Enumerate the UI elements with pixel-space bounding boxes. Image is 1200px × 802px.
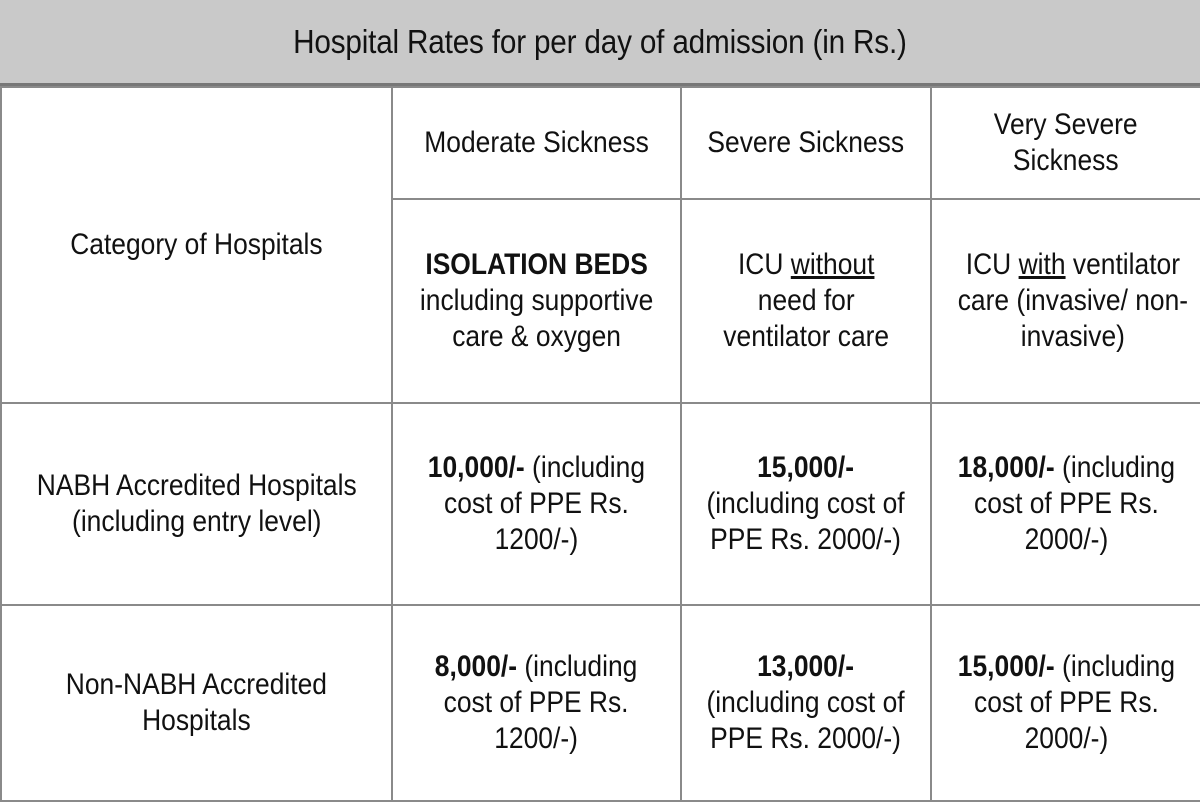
very-severe-care-cell: ICU with ventilator care (invasive/ non-… (930, 198, 1200, 404)
severe-rate-amount: 15,000/- (757, 451, 855, 484)
moderate-rate-amount: 8,000/- (435, 650, 518, 683)
moderate-rate-cell: 10,000/- (including cost of PPE Rs. 1200… (391, 402, 682, 606)
severe-care-line3: ventilator care (723, 320, 889, 353)
moderate-sickness-header: Moderate Sickness (424, 126, 649, 159)
vsevere-rate-note3: 2000/-) (1024, 722, 1108, 755)
vsevere-rate-note2: cost of PPE Rs. (973, 686, 1159, 719)
vsevere-care-with: with (1018, 248, 1066, 281)
vsevere-rate-note1: (including (1061, 451, 1175, 484)
moderate-care-cell: ISOLATION BEDS including supportive care… (391, 198, 682, 404)
severe-rate-note1: (including cost of (706, 487, 906, 520)
vsevere-rate-note3: 2000/-) (1024, 523, 1108, 556)
moderate-care-line3: care & oxygen (452, 320, 621, 353)
moderate-rate-amount: 10,000/- (427, 451, 525, 484)
very-severe-rate-cell: 18,000/- (including cost of PPE Rs. 2000… (930, 402, 1200, 606)
severe-rate-note2: PPE Rs. 2000/-) (710, 722, 902, 755)
very-severe-header-line2: Sickness (1013, 144, 1119, 177)
moderate-rate-note1: (including (524, 650, 638, 683)
severe-rate-cell: 13,000/- (including cost of PPE Rs. 2000… (680, 604, 932, 802)
vsevere-care-line3: invasive) (1020, 320, 1125, 353)
category-name-line2: (including entry level) (71, 505, 322, 538)
very-severe-header-line1: Very Severe (994, 108, 1138, 141)
very-severe-header-cell: Very Severe Sickness (930, 86, 1200, 200)
moderate-header-cell: Moderate Sickness (391, 86, 682, 200)
moderate-rate-cell: 8,000/- (including cost of PPE Rs. 1200/… (391, 604, 682, 802)
vsevere-care-line2: care (invasive/ non- (957, 284, 1189, 317)
moderate-rate-note1: (including (532, 451, 646, 484)
severe-care-line2: need for (757, 284, 855, 317)
very-severe-rate-cell: 15,000/- (including cost of PPE Rs. 2000… (930, 604, 1200, 802)
severe-rate-note1: (including cost of (706, 686, 906, 719)
moderate-rate-note2: cost of PPE Rs. (444, 686, 629, 719)
rates-table: Category of Hospitals Moderate Sickness … (0, 86, 1200, 802)
vsevere-rate-note2: cost of PPE Rs. (973, 487, 1159, 520)
severe-rate-note2: PPE Rs. 2000/-) (710, 523, 902, 556)
severe-care-icu: ICU (737, 248, 784, 281)
vsevere-rate-amount: 18,000/- (957, 451, 1055, 484)
severe-care-without: without (790, 248, 875, 281)
category-cell: Non-NABH Accredited Hospitals (0, 604, 393, 802)
moderate-rate-note2: cost of PPE Rs. (444, 487, 629, 520)
category-header-cell: Category of Hospitals (0, 86, 393, 404)
table-title: Hospital Rates for per day of admission … (293, 22, 907, 60)
category-name-line2: Hospitals (142, 704, 251, 737)
table-row: Non-NABH Accredited Hospitals 8,000/- (i… (0, 604, 1200, 802)
severe-rate-amount: 13,000/- (757, 650, 855, 683)
category-cell: NABH Accredited Hospitals (including ent… (0, 402, 393, 606)
vsevere-rate-amount: 15,000/- (957, 650, 1055, 683)
title-bar: Hospital Rates for per day of admission … (0, 0, 1200, 86)
category-name-line1: Non-NABH Accredited (65, 668, 328, 701)
severe-care-cell: ICU without need for ventilator care (680, 198, 932, 404)
vsevere-care-ventilator: ventilator (1072, 248, 1181, 281)
severe-rate-cell: 15,000/- (including cost of PPE Rs. 2000… (680, 402, 932, 606)
header-row-sickness: Category of Hospitals Moderate Sickness … (0, 86, 1200, 404)
category-header: Category of Hospitals (70, 228, 323, 261)
table-row: NABH Accredited Hospitals (including ent… (0, 402, 1200, 606)
header-row-care-type: ISOLATION BEDS including supportive care… (1, 198, 1200, 404)
moderate-rate-note3: 1200/-) (494, 523, 579, 556)
isolation-beds-label: ISOLATION BEDS (425, 248, 648, 281)
moderate-care-line2: including supportive (419, 284, 654, 317)
vsevere-rate-note1: (including (1061, 650, 1175, 683)
category-name-line1: NABH Accredited Hospitals (36, 469, 357, 502)
severe-header-cell: Severe Sickness (680, 86, 932, 200)
vsevere-care-icu: ICU (965, 248, 1012, 281)
severe-sickness-header: Severe Sickness (707, 126, 905, 159)
moderate-rate-note3: 1200/-) (494, 722, 579, 755)
